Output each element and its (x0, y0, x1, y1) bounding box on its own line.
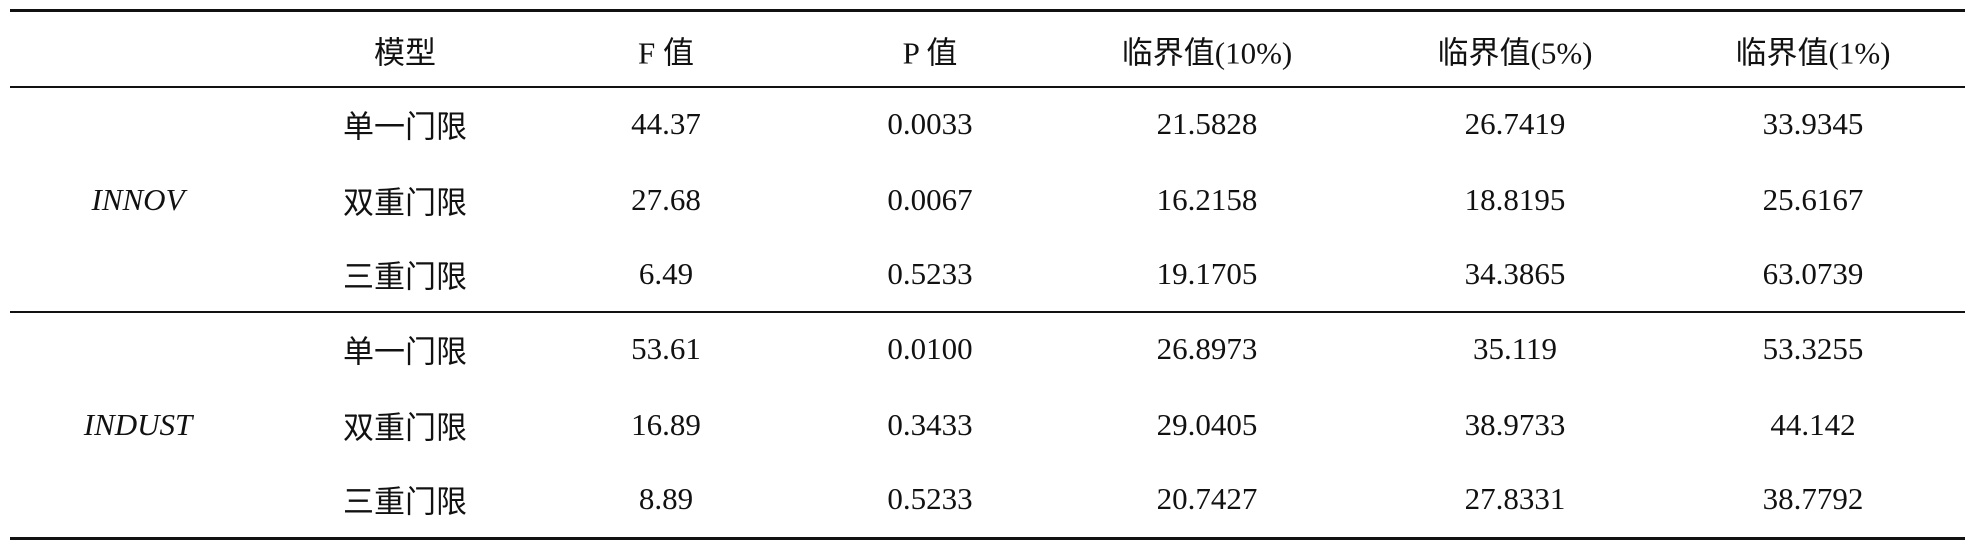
header-cell: F 值 (638, 35, 694, 71)
value-cell: 0.5233 (887, 481, 973, 516)
value-cell: 19.1705 (1156, 256, 1258, 291)
value-cell: 20.7427 (1156, 481, 1258, 516)
value-cell: 0.0067 (887, 182, 973, 217)
value-cell: 34.3865 (1464, 256, 1566, 291)
value-cell: 0.3433 (887, 407, 973, 442)
value-cell: 27.68 (631, 182, 701, 217)
value-cell: 21.5828 (1156, 106, 1258, 141)
value-cell: 53.3255 (1762, 331, 1864, 366)
value-cell: 53.61 (631, 331, 701, 366)
header-cell: 临界值(1%) (1735, 35, 1891, 71)
model-cell: 双重门限 (343, 185, 467, 221)
value-cell: 26.7419 (1464, 106, 1566, 141)
value-cell: 44.142 (1770, 407, 1856, 442)
header-cell: 临界值(10%) (1121, 35, 1293, 71)
group-label: INDUST (83, 407, 193, 442)
value-cell: 25.6167 (1762, 182, 1864, 217)
model-cell: 双重门限 (343, 410, 467, 446)
value-cell: 35.119 (1472, 331, 1558, 366)
value-cell: 16.89 (631, 407, 701, 442)
value-cell: 8.89 (638, 481, 694, 516)
value-cell: 63.0739 (1762, 256, 1864, 291)
top-rule (10, 9, 1965, 12)
value-cell: 26.8973 (1156, 331, 1258, 366)
value-cell: 27.8331 (1464, 481, 1566, 516)
header-cell: P 值 (902, 35, 958, 71)
header-cell: 模型 (374, 35, 436, 71)
value-cell: 6.49 (638, 256, 694, 291)
value-cell: 0.0100 (887, 331, 973, 366)
group-label: INNOV (91, 182, 185, 217)
model-cell: 单一门限 (343, 109, 467, 145)
model-cell: 单一门限 (343, 334, 467, 370)
header-cell: 临界值(5%) (1437, 35, 1593, 71)
value-cell: 38.9733 (1464, 407, 1566, 442)
value-cell: 0.0033 (887, 106, 973, 141)
header-rule (10, 86, 1965, 88)
value-cell: 44.37 (631, 106, 701, 141)
group-rule (10, 311, 1965, 313)
value-cell: 18.8195 (1464, 182, 1566, 217)
model-cell: 三重门限 (343, 484, 467, 520)
value-cell: 38.7792 (1762, 481, 1864, 516)
value-cell: 33.9345 (1762, 106, 1864, 141)
value-cell: 16.2158 (1156, 182, 1258, 217)
value-cell: 29.0405 (1156, 407, 1258, 442)
model-cell: 三重门限 (343, 259, 467, 295)
bottom-rule (10, 537, 1965, 540)
value-cell: 0.5233 (887, 256, 973, 291)
